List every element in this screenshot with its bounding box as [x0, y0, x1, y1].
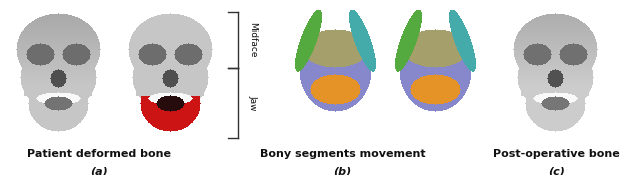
Text: Jaw: Jaw [248, 95, 257, 111]
Text: Bony segments movement: Bony segments movement [260, 149, 425, 159]
Text: (a): (a) [90, 166, 108, 175]
Text: Post-operative bone: Post-operative bone [493, 149, 620, 159]
Text: (c): (c) [548, 166, 565, 175]
Text: Midface: Midface [248, 22, 257, 58]
Text: (b): (b) [333, 166, 351, 175]
Text: Patient deformed bone: Patient deformed bone [28, 149, 172, 159]
